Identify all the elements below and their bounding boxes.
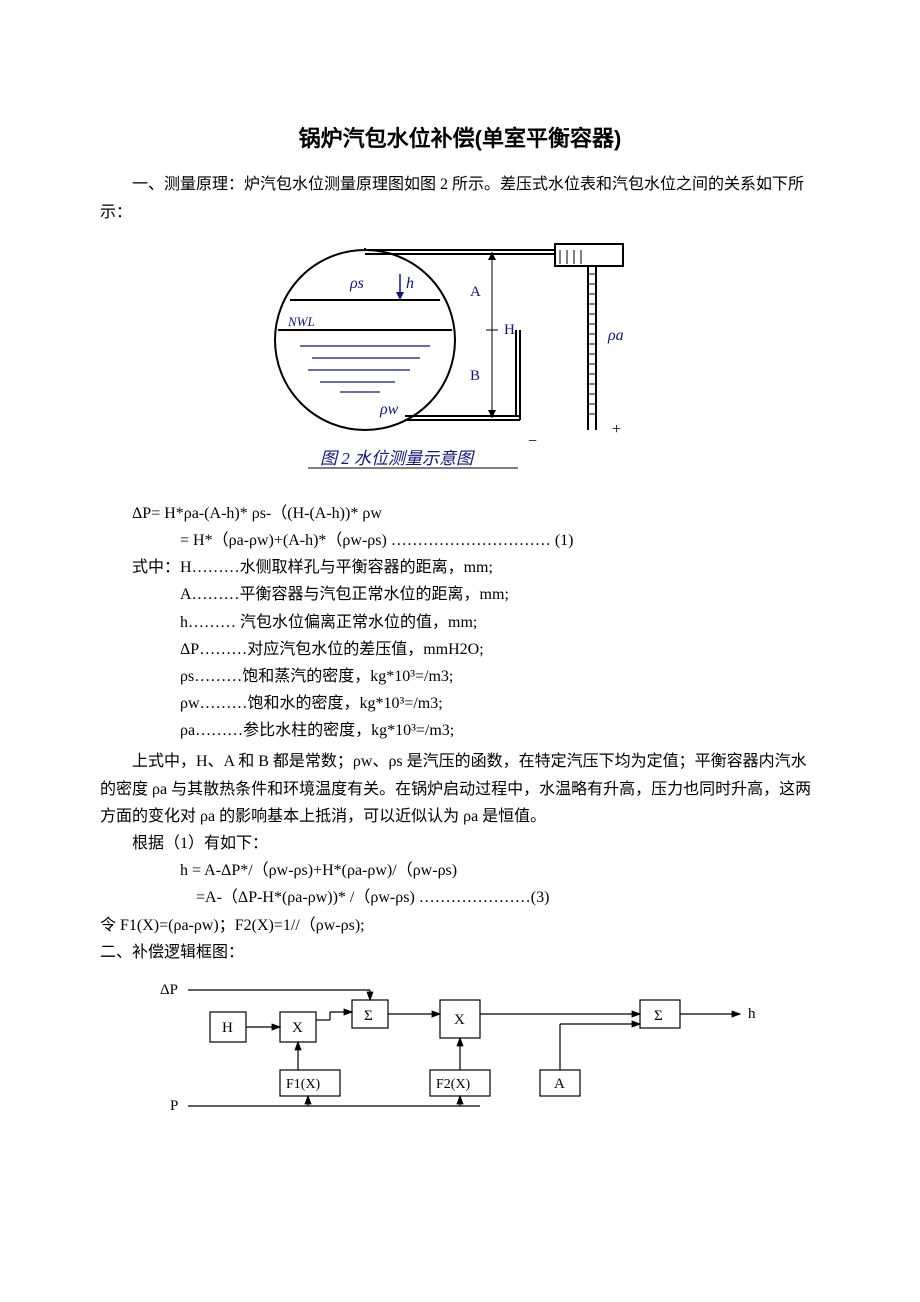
svg-text:ρa: ρa: [607, 327, 624, 344]
def-2: h……… 汽包水位偏离正常水位的值，mm;: [100, 609, 820, 636]
def-6: ρa………参比水柱的密度，kg*10³=/m3;: [100, 717, 820, 744]
eq2-line2: =A-（ΔP-H*(ρa-ρw))* /（ρw-ρs) …………………(3): [100, 884, 820, 911]
svg-text:NWL: NWL: [287, 314, 315, 329]
eq2-line1: h = A-ΔP*/（ρw-ρs)+H*(ρa-ρw)/（ρw-ρs): [100, 857, 820, 884]
svg-text:F1(X): F1(X): [286, 1077, 321, 1092]
svg-text:+: +: [612, 421, 621, 438]
section1-heading: 一、测量原理：炉汽包水位测量原理图如图 2 所示。差压式水位表和汽包水位之间的关…: [100, 171, 820, 225]
svg-text:ρs: ρs: [349, 275, 364, 292]
page-title: 锅炉汽包水位补偿(单室平衡容器): [100, 120, 820, 157]
def-3: ΔP………对应汽包水位的差压值，mmH2O;: [100, 636, 820, 663]
para3-lead: 根据（1）有如下：: [100, 830, 820, 857]
svg-text:h: h: [406, 275, 414, 292]
eq-line2: = H*（ρa-ρw)+(A-h)*（ρw-ρs) ………………………… (1): [100, 527, 820, 554]
svg-text:图 2 水位测量示意图: 图 2 水位测量示意图: [320, 449, 475, 468]
svg-text:F2(X): F2(X): [436, 1077, 471, 1092]
svg-text:H: H: [222, 1020, 233, 1036]
svg-text:ΔP: ΔP: [160, 982, 178, 998]
svg-text:Σ: Σ: [654, 1008, 663, 1024]
svg-text:X: X: [292, 1020, 303, 1036]
svg-text:X: X: [454, 1012, 465, 1028]
def-5: ρw………饱和水的密度，kg*10³=/m3;: [100, 690, 820, 717]
section2-heading: 二、补偿逻辑框图：: [100, 939, 820, 966]
let-line: 令 F1(X)=(ρa-ρw)；F2(X)=1//（ρw-ρs);: [100, 912, 820, 939]
svg-text:ρw: ρw: [379, 401, 399, 418]
def-4: ρs………饱和蒸汽的密度，kg*10³=/m3;: [100, 663, 820, 690]
svg-text:h: h: [748, 1006, 756, 1022]
para2: 上式中，H、A 和 B 都是常数；ρw、ρs 是汽压的函数，在特定汽压下均为定值…: [100, 748, 820, 830]
eq-line1: ΔP= H*ρa-(A-h)* ρs-（(H-(A-h))* ρw: [100, 500, 820, 527]
svg-text:B: B: [470, 368, 480, 384]
svg-text:A: A: [554, 1076, 565, 1092]
block-diagram: ΔP H X Σ X: [100, 972, 820, 1122]
svg-text:Σ: Σ: [364, 1008, 373, 1024]
svg-text:H: H: [504, 322, 515, 338]
svg-text:−: −: [528, 433, 537, 450]
svg-text:A: A: [470, 284, 481, 300]
def-0: H………水侧取样孔与平衡容器的距离，mm;: [180, 559, 493, 576]
figure-2: + ρa ρs h NWL ρw: [100, 230, 820, 490]
eq-defs-label: 式中：H………水侧取样孔与平衡容器的距离，mm;: [100, 554, 820, 581]
defs-label: 式中：: [132, 559, 180, 576]
def-1: A………平衡容器与汽包正常水位的距离，mm;: [100, 581, 820, 608]
svg-text:P: P: [170, 1098, 178, 1114]
